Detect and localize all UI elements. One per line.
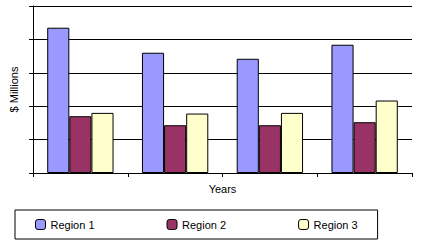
svg-text:Region 1: Region 1 (51, 219, 95, 231)
svg-text:Region 3: Region 3 (314, 219, 358, 231)
svg-text:$ Millions: $ Millions (8, 66, 20, 112)
svg-text:Region 2: Region 2 (182, 219, 226, 231)
svg-text:Years: Years (209, 183, 237, 195)
